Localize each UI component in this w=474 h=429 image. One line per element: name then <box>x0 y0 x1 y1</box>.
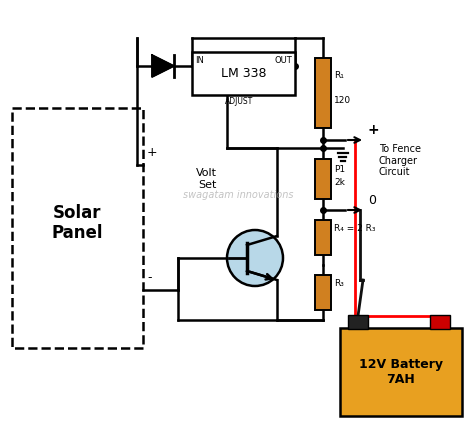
Text: Volt
Set: Volt Set <box>196 168 217 190</box>
Text: +: + <box>368 123 380 137</box>
Text: 2k: 2k <box>334 178 345 187</box>
Bar <box>315 159 331 199</box>
Text: OUT: OUT <box>274 56 292 65</box>
Bar <box>430 315 450 329</box>
Bar <box>340 328 462 416</box>
Text: R₄ = 2 R₃: R₄ = 2 R₃ <box>334 224 375 233</box>
Bar <box>315 275 331 310</box>
Bar <box>315 220 331 255</box>
Text: IN: IN <box>195 56 204 65</box>
Text: 120: 120 <box>334 96 351 105</box>
Text: 0: 0 <box>368 194 376 207</box>
Text: +: + <box>147 146 158 159</box>
Text: To Fence
Charger
Circuit: To Fence Charger Circuit <box>379 144 421 177</box>
Text: Solar
Panel: Solar Panel <box>52 204 103 242</box>
Text: 12V Battery
7AH: 12V Battery 7AH <box>359 358 443 386</box>
Bar <box>12 108 143 348</box>
Text: swagatam innovations: swagatam innovations <box>183 190 293 200</box>
Text: R₃: R₃ <box>334 279 344 288</box>
Bar <box>192 52 295 95</box>
Text: ADJUST: ADJUST <box>225 97 253 106</box>
Text: P1: P1 <box>334 165 345 174</box>
Polygon shape <box>152 55 174 77</box>
Circle shape <box>227 230 283 286</box>
Text: -: - <box>147 271 152 284</box>
Text: LM 338: LM 338 <box>221 67 266 80</box>
Bar <box>315 58 331 128</box>
Bar <box>348 315 368 329</box>
Text: R₁: R₁ <box>334 71 344 80</box>
